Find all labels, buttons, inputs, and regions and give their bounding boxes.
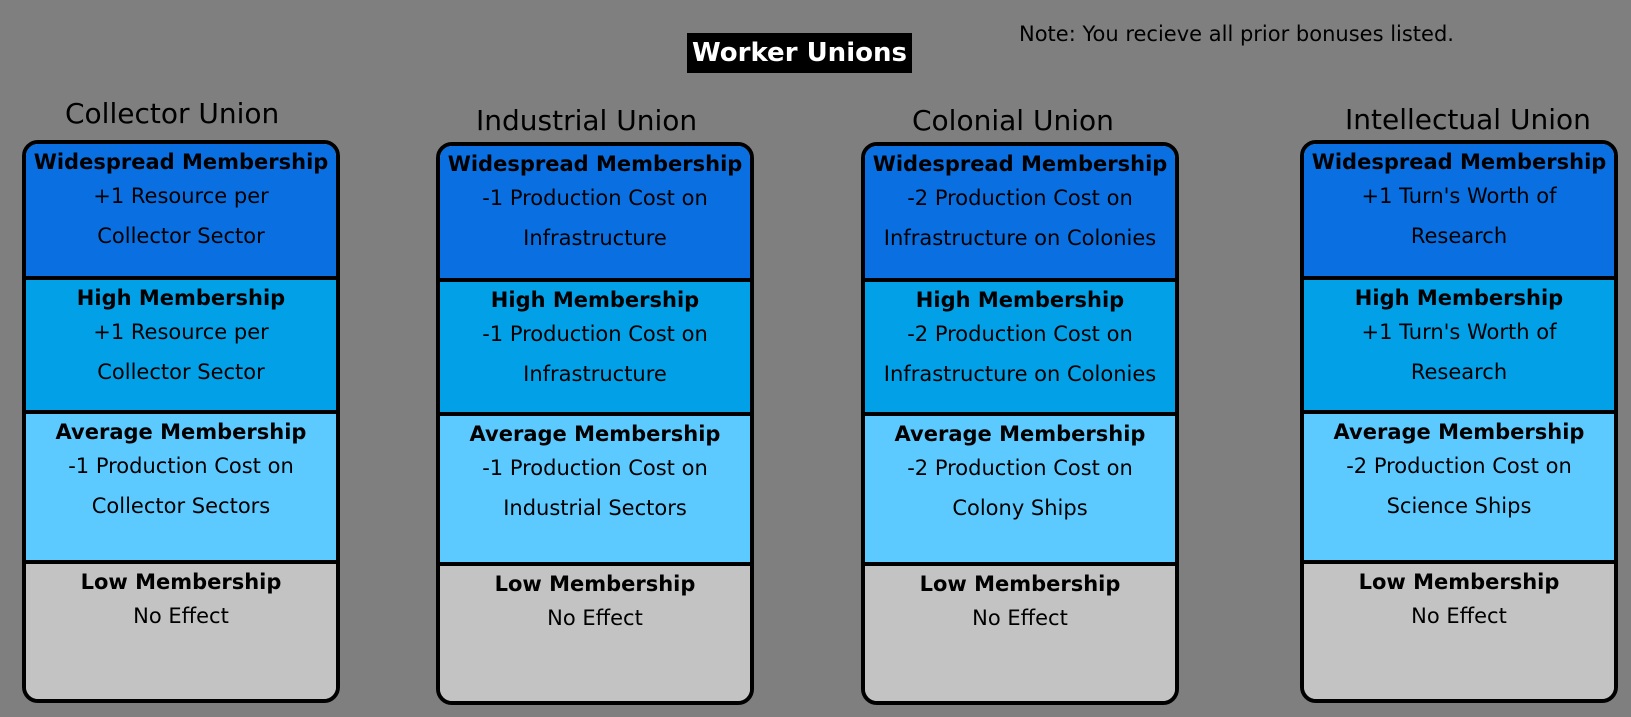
tier-name: Widespread Membership bbox=[1311, 150, 1607, 174]
tier-name: Low Membership bbox=[919, 572, 1121, 596]
tier-high: High Membership +1 Resource per Collecto… bbox=[26, 280, 336, 414]
union-card-industrial: Widespread Membership -1 Production Cost… bbox=[436, 142, 754, 705]
tier-effect: No Effect bbox=[972, 606, 1068, 630]
tier-name: Low Membership bbox=[80, 570, 282, 594]
tier-name: High Membership bbox=[1354, 286, 1564, 310]
tier-name: Widespread Membership bbox=[33, 150, 329, 174]
tier-average: Average Membership -2 Production Cost on… bbox=[1304, 414, 1614, 564]
tier-effect: +1 Turn's Worth of Research bbox=[1361, 184, 1557, 248]
tier-effect: +1 Resource per Collector Sector bbox=[93, 184, 269, 248]
tier-effect: -1 Production Cost on Infrastructure bbox=[482, 322, 708, 386]
tier-name: High Membership bbox=[915, 288, 1125, 312]
tier-high: High Membership -2 Production Cost on In… bbox=[865, 282, 1175, 416]
tier-name: Low Membership bbox=[1358, 570, 1560, 594]
tier-name: High Membership bbox=[76, 286, 286, 310]
tier-low: Low Membership No Effect bbox=[440, 566, 750, 701]
tier-name: High Membership bbox=[490, 288, 700, 312]
tier-average: Average Membership -1 Production Cost on… bbox=[440, 416, 750, 566]
union-card-intellectual: Widespread Membership +1 Turn's Worth of… bbox=[1300, 140, 1618, 703]
note-text: Note: You recieve all prior bonuses list… bbox=[1019, 22, 1454, 46]
tier-effect: No Effect bbox=[547, 606, 643, 630]
tier-average: Average Membership -2 Production Cost on… bbox=[865, 416, 1175, 566]
tier-effect: -2 Production Cost on Science Ships bbox=[1346, 454, 1572, 518]
tier-effect: -1 Production Cost on Collector Sectors bbox=[68, 454, 294, 518]
tier-name: Widespread Membership bbox=[872, 152, 1168, 176]
tier-widespread: Widespread Membership +1 Resource per Co… bbox=[26, 144, 336, 280]
tier-name: Average Membership bbox=[469, 422, 721, 446]
tier-name: Average Membership bbox=[55, 420, 307, 444]
union-title-collector: Collector Union bbox=[65, 97, 280, 130]
union-card-collector: Widespread Membership +1 Resource per Co… bbox=[22, 140, 340, 703]
tier-effect: +1 Resource per Collector Sector bbox=[93, 320, 269, 384]
tier-name: Low Membership bbox=[494, 572, 696, 596]
tier-high: High Membership -1 Production Cost on In… bbox=[440, 282, 750, 416]
tier-low: Low Membership No Effect bbox=[26, 564, 336, 699]
tier-effect: No Effect bbox=[133, 604, 229, 628]
tier-effect: No Effect bbox=[1411, 604, 1507, 628]
tier-low: Low Membership No Effect bbox=[1304, 564, 1614, 699]
tier-low: Low Membership No Effect bbox=[865, 566, 1175, 701]
tier-high: High Membership +1 Turn's Worth of Resea… bbox=[1304, 280, 1614, 414]
tier-average: Average Membership -1 Production Cost on… bbox=[26, 414, 336, 564]
union-title-industrial: Industrial Union bbox=[476, 104, 698, 137]
tier-effect: -2 Production Cost on Infrastructure on … bbox=[883, 186, 1157, 250]
tier-name: Average Membership bbox=[894, 422, 1146, 446]
tier-widespread: Widespread Membership -1 Production Cost… bbox=[440, 146, 750, 282]
tier-widespread: Widespread Membership +1 Turn's Worth of… bbox=[1304, 144, 1614, 280]
union-card-colonial: Widespread Membership -2 Production Cost… bbox=[861, 142, 1179, 705]
tier-effect: -2 Production Cost on Colony Ships bbox=[907, 456, 1133, 520]
page-title: Worker Unions bbox=[687, 33, 912, 73]
tier-effect: -2 Production Cost on Infrastructure on … bbox=[883, 322, 1157, 386]
tier-effect: +1 Turn's Worth of Research bbox=[1361, 320, 1557, 384]
union-title-intellectual: Intellectual Union bbox=[1345, 103, 1591, 136]
tier-widespread: Widespread Membership -2 Production Cost… bbox=[865, 146, 1175, 282]
tier-effect: -1 Production Cost on Infrastructure bbox=[482, 186, 708, 250]
tier-name: Widespread Membership bbox=[447, 152, 743, 176]
tier-name: Average Membership bbox=[1333, 420, 1585, 444]
union-title-colonial: Colonial Union bbox=[912, 104, 1114, 137]
tier-effect: -1 Production Cost on Industrial Sectors bbox=[482, 456, 708, 520]
